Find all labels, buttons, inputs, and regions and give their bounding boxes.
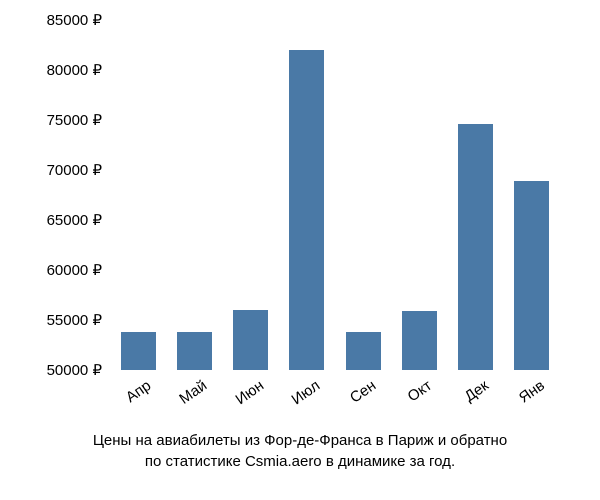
bar xyxy=(233,310,268,370)
x-tick-label: Май xyxy=(177,377,211,408)
bar xyxy=(458,124,493,370)
y-tick-label: 70000 ₽ xyxy=(47,161,102,179)
x-tick-label: Сен xyxy=(347,377,379,407)
plot-area xyxy=(110,20,560,370)
x-tick-label: Янв xyxy=(516,377,548,406)
bar xyxy=(514,181,549,370)
bar xyxy=(121,332,156,370)
y-tick-label: 65000 ₽ xyxy=(47,211,102,229)
x-tick-label: Апр xyxy=(123,377,154,406)
y-tick-label: 55000 ₽ xyxy=(47,311,102,329)
y-tick-label: 80000 ₽ xyxy=(47,61,102,79)
bar xyxy=(177,332,212,370)
bar xyxy=(289,50,324,370)
x-axis: Апр Май Июн Июл Сен Окт Дек Янв xyxy=(110,375,560,425)
chart-caption: Цены на авиабилеты из Фор-де-Франса в Па… xyxy=(0,430,600,472)
x-tick-label: Июн xyxy=(232,377,267,408)
price-chart: 50000 ₽ 55000 ₽ 60000 ₽ 65000 ₽ 70000 ₽ 75000… xyxy=(0,0,600,500)
y-tick-label: 50000 ₽ xyxy=(47,361,102,379)
y-tick-label: 85000 ₽ xyxy=(47,11,102,29)
bar xyxy=(402,311,437,370)
x-tick-label: Июл xyxy=(288,377,323,408)
y-tick-label: 75000 ₽ xyxy=(47,111,102,129)
y-axis: 50000 ₽55000 ₽60000 ₽65000 ₽70000 ₽75000… xyxy=(0,20,110,370)
x-tick-label: Окт xyxy=(405,377,435,405)
bars-container xyxy=(110,20,560,370)
caption-line-2: по статистике Csmia.aero в динамике за г… xyxy=(0,451,600,472)
caption-line-1: Цены на авиабилеты из Фор-де-Франса в Па… xyxy=(0,430,600,451)
y-tick-label: 60000 ₽ xyxy=(47,261,102,279)
bar xyxy=(346,332,381,370)
x-tick-label: Дек xyxy=(461,377,491,405)
